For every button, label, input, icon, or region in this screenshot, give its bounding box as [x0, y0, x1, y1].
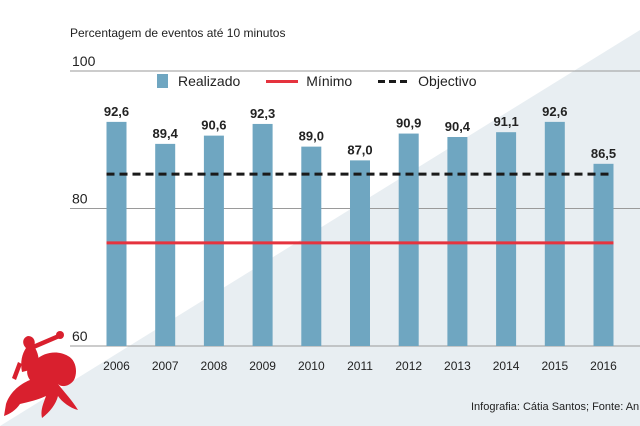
bar-2010 — [301, 146, 322, 346]
y-tick-label: 60 — [72, 328, 88, 344]
x-tick-label: 2015 — [541, 359, 568, 373]
bar-2016 — [593, 163, 614, 346]
bar-value-label: 89,0 — [299, 129, 324, 144]
x-tick-label: 2010 — [298, 359, 325, 373]
bar-value-label: 92,6 — [104, 104, 129, 119]
bar-value-label: 91,1 — [493, 114, 518, 129]
x-tick-label: 2011 — [347, 359, 373, 373]
bar-2012 — [398, 133, 419, 346]
chart-legend: Realizado Mínimo Objectivo — [157, 73, 503, 89]
bar-value-label: 90,6 — [201, 118, 226, 133]
bar-2009 — [252, 123, 273, 346]
legend-swatch-objectivo — [378, 79, 411, 83]
x-tick-label: 2009 — [249, 359, 276, 373]
bar-value-label: 86,5 — [591, 146, 616, 161]
bar-value-label: 87,0 — [347, 142, 372, 157]
legend-label-minimo: Mínimo — [306, 73, 353, 89]
legend-item-objectivo: Objectivo — [378, 73, 477, 89]
legend-item-realizado: Realizado — [157, 73, 240, 89]
bar-2015 — [544, 121, 565, 346]
bar-value-label: 89,4 — [153, 126, 179, 141]
legend-swatch-minimo — [266, 79, 299, 83]
bar-value-label: 92,3 — [250, 106, 275, 121]
bar-value-label: 90,4 — [445, 119, 471, 134]
x-tick-label: 2006 — [103, 359, 130, 373]
legend-label-objectivo: Objectivo — [418, 73, 477, 89]
bar-2011 — [350, 160, 370, 346]
bar-value-label: 92,6 — [542, 104, 567, 119]
chart-title: Percentagem de eventos até 10 minutos — [70, 26, 286, 40]
legend-label-realizado: Realizado — [178, 73, 241, 89]
x-tick-label: 2007 — [152, 359, 179, 373]
bar-2007 — [155, 143, 176, 346]
y-tick-label: 100 — [72, 53, 96, 69]
bar-2006 — [106, 121, 127, 346]
x-tick-label: 2013 — [444, 359, 471, 373]
rider-horse-logo — [4, 331, 78, 418]
x-tick-label: 2008 — [201, 359, 228, 373]
bar-value-label: 90,9 — [396, 116, 421, 131]
x-tick-label: 2016 — [590, 359, 617, 373]
bar-2014 — [496, 132, 517, 346]
x-tick-label: 2012 — [395, 359, 422, 373]
legend-item-minimo: Mínimo — [266, 73, 352, 89]
x-tick-label: 2014 — [493, 359, 520, 373]
y-tick-label: 80 — [72, 191, 88, 207]
source-credit: Infografia: Cátia Santos; Fonte: An — [471, 401, 640, 413]
legend-swatch-realizado — [157, 74, 168, 88]
bar-2008 — [203, 135, 224, 346]
